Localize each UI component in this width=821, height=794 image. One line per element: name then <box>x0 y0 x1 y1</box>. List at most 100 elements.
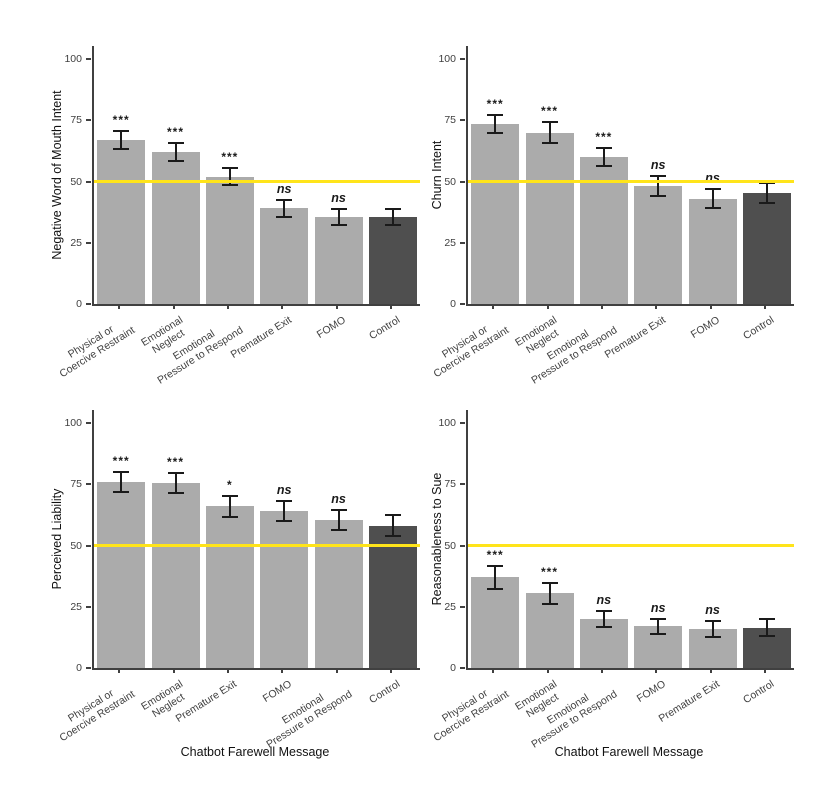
y-tick-label: 50 <box>70 175 82 188</box>
significance-label: *** <box>112 113 130 128</box>
error-bar-cap <box>221 184 238 187</box>
y-tick-label: 75 <box>70 478 82 491</box>
plot-area: *** *** *** ns ns <box>466 46 794 306</box>
error-bar <box>650 175 667 198</box>
error-bar-cap <box>330 528 347 531</box>
error-bar-line <box>391 514 394 538</box>
error-bar-cap <box>541 121 558 124</box>
y-tick-mark <box>86 180 91 183</box>
error-bar <box>595 147 612 167</box>
error-bar <box>541 582 558 605</box>
x-tick-mark <box>389 304 392 309</box>
error-bar-cap <box>276 520 293 523</box>
x-tick-mark <box>709 668 712 673</box>
significance-label: ns <box>276 483 292 498</box>
y-tick-label: 0 <box>450 662 456 674</box>
reference-line <box>468 544 794 547</box>
error-bar-cap <box>595 625 612 628</box>
y-tick-label: 100 <box>64 417 82 429</box>
x-tick-label: Control <box>367 314 403 343</box>
error-bar-cap <box>113 130 130 133</box>
significance-label: *** <box>486 548 504 563</box>
x-tick-mark <box>655 668 658 673</box>
x-tick-label: Control <box>741 678 777 707</box>
y-tick-mark <box>460 483 465 486</box>
error-bar-cap <box>758 618 775 621</box>
significance-label: ns <box>650 158 666 173</box>
error-bar <box>330 508 347 531</box>
y-tick-label: 50 <box>444 175 456 188</box>
x-tick-mark <box>281 668 284 673</box>
error-bar-cap <box>167 491 184 494</box>
x-tick-mark <box>118 668 121 673</box>
error-bar-cap <box>758 201 775 204</box>
error-bar-cap <box>167 159 184 162</box>
error-bar <box>650 617 667 635</box>
error-bar <box>167 142 184 162</box>
error-bar-line <box>174 472 177 494</box>
error-bar <box>113 470 130 493</box>
reference-line <box>94 544 420 547</box>
error-bar-cap <box>330 508 347 511</box>
significance-label: *** <box>540 565 558 580</box>
error-bar-cap <box>704 619 721 622</box>
error-bar-line <box>711 619 714 638</box>
x-tick-mark <box>763 668 766 673</box>
error-bar <box>330 207 347 227</box>
y-tick-mark <box>86 241 91 244</box>
y-tick-mark <box>460 605 465 608</box>
error-bar-line <box>174 142 177 162</box>
y-tick-label: 75 <box>70 114 82 127</box>
error-bar-line <box>657 175 660 198</box>
error-bar-line <box>657 617 660 635</box>
error-bar-line <box>494 114 497 134</box>
error-bar-cap <box>384 514 401 517</box>
x-tick-label: FOMO <box>260 678 294 705</box>
significance-label: ns <box>596 593 612 608</box>
error-bar <box>221 494 238 518</box>
error-bar-cap <box>704 635 721 638</box>
error-bar-line <box>548 121 551 144</box>
error-bar-cap <box>541 582 558 585</box>
error-bar-cap <box>650 195 667 198</box>
chart-panel: Perceived Liability 0 25 50 75 100 *** *** * ns ns… <box>0 397 420 794</box>
y-tick-label: 25 <box>444 600 456 613</box>
significance-label: *** <box>486 97 504 112</box>
x-tick-label: FOMO <box>634 678 668 705</box>
significance-label: *** <box>166 455 184 470</box>
x-axis-title-left: Chatbot Farewell Message <box>180 745 330 759</box>
y-tick-label: 25 <box>70 236 82 249</box>
error-bar <box>487 114 504 134</box>
error-bar-cap <box>650 632 667 635</box>
x-tick-label: Control <box>367 678 403 707</box>
x-tick-label: FOMO <box>688 314 722 341</box>
error-bar-cap <box>595 164 612 167</box>
y-tick-mark <box>86 58 91 60</box>
y-tick-mark <box>86 544 91 547</box>
error-bar-cap <box>595 147 612 150</box>
significance-label: *** <box>112 453 130 468</box>
error-bar <box>758 181 775 204</box>
y-tick-mark <box>460 422 465 424</box>
significance-label: *** <box>540 104 558 119</box>
y-tick-mark <box>460 303 465 305</box>
bar <box>314 519 363 668</box>
y-tick-label: 100 <box>438 417 456 429</box>
error-bar-cap <box>384 535 401 538</box>
error-bar-cap <box>221 166 238 169</box>
error-bar-cap <box>595 610 612 613</box>
bar <box>314 217 363 304</box>
plot-area: *** *** * ns ns <box>92 410 420 670</box>
y-tick-label: 25 <box>444 236 456 249</box>
bar <box>471 577 520 668</box>
error-bar-cap <box>541 141 558 144</box>
error-bar <box>113 130 130 150</box>
bar <box>97 481 146 668</box>
error-bar-cap <box>487 587 504 590</box>
error-bar-line <box>283 500 286 523</box>
bar <box>471 123 520 304</box>
y-tick-mark <box>86 605 91 608</box>
y-tick-mark <box>86 422 91 424</box>
error-bar-cap <box>758 635 775 638</box>
x-tick-mark <box>600 668 603 673</box>
